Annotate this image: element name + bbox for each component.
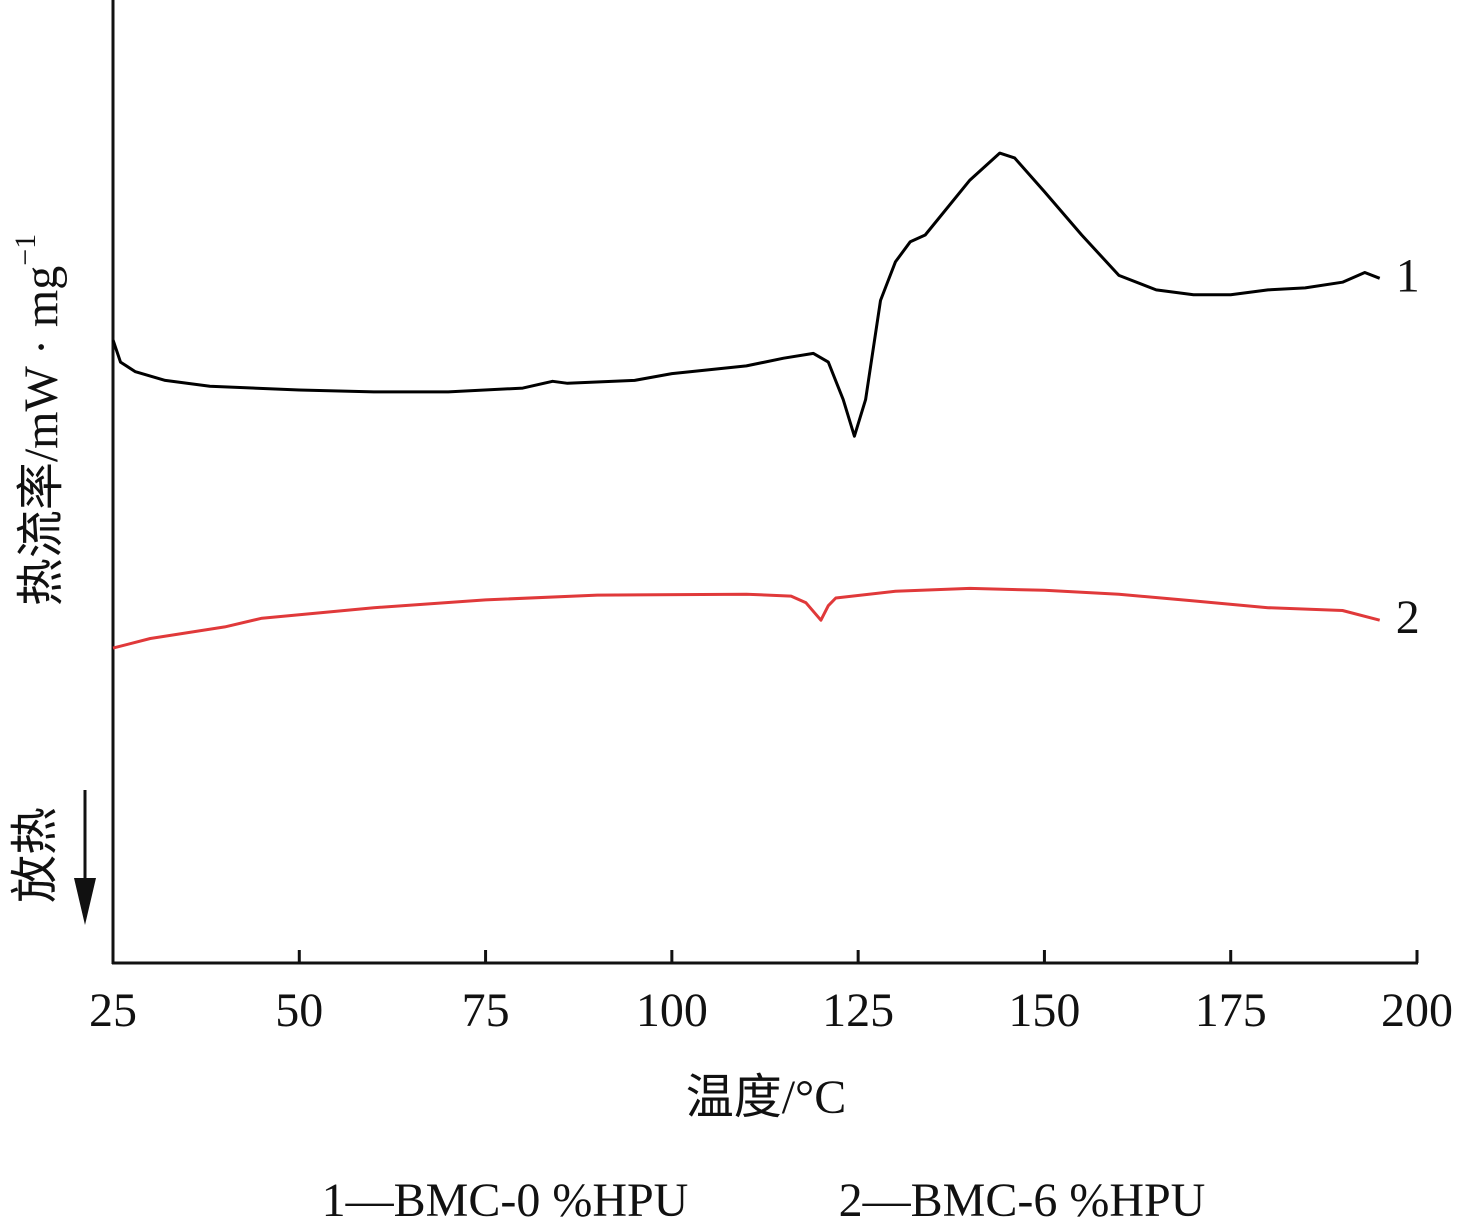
x-tick-label: 175 [1195,984,1267,1037]
y-axis-label-sup: −1 [9,234,42,266]
direction-arrow-head [74,878,96,925]
y-axis-label: 热流率/mW · mg−1 [9,234,68,606]
series-label: 1 [1396,249,1420,302]
series-label: 2 [1396,591,1420,644]
x-tick-label: 150 [1008,984,1080,1037]
caption: 2—BMC-6 %HPU [839,1174,1206,1227]
series-line [112,586,1381,650]
x-tick-label: 25 [89,984,137,1037]
x-tick-label: 200 [1381,984,1453,1037]
x-tick-label: 125 [822,984,894,1037]
direction-label: 放热 [9,807,62,903]
x-axis-label: 温度/°C [686,1071,847,1124]
caption: 1—BMC-0 %HPU [322,1174,689,1227]
x-tick-label: 100 [636,984,708,1037]
x-tick-label: 75 [462,984,510,1037]
y-axis-label-main: 热流率/mW · mg [15,266,68,606]
series-line [111,151,1381,438]
x-tick-label: 50 [275,984,323,1037]
